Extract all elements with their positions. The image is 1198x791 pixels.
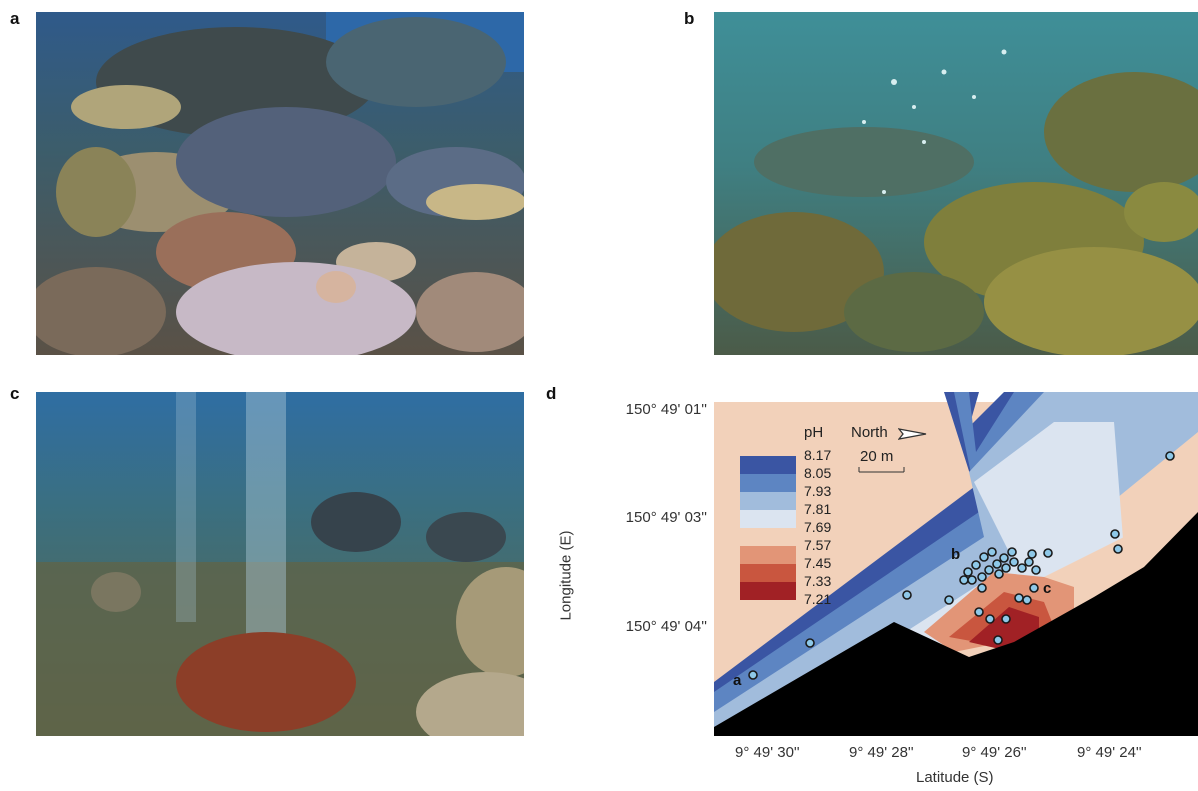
- ph-band-7.81: [744, 422, 1124, 736]
- panel-letter-d: d: [546, 384, 557, 403]
- sampling-point: [805, 638, 815, 648]
- sampling-point: [987, 547, 997, 557]
- sampling-point: [1110, 529, 1120, 539]
- bubbling-reef-photo: [714, 12, 1198, 355]
- legend-swatch: [740, 492, 796, 510]
- sampling-point: [994, 569, 1004, 579]
- sampling-point: [1001, 614, 1011, 624]
- legend-swatches: [740, 456, 796, 600]
- sampling-point: [963, 567, 973, 577]
- north-label: North: [851, 424, 888, 441]
- sampling-point: [971, 560, 981, 570]
- y-tick-label: 150° 49' 04'': [625, 618, 707, 635]
- panel-letter-b: b: [684, 9, 695, 28]
- y-axis-title: Longitude (E): [557, 530, 575, 621]
- legend-label: 7.21: [804, 591, 832, 607]
- sampling-point: [748, 670, 758, 680]
- sampling-point: [1027, 549, 1037, 559]
- sampling-point: [977, 572, 987, 582]
- sampling-point: [1043, 548, 1053, 558]
- sampling-point: [993, 635, 1003, 645]
- legend-swatch: [740, 510, 796, 528]
- sampling-point: [1009, 557, 1019, 567]
- x-tick-label: 9° 49' 30'': [735, 744, 800, 761]
- sampling-point: [999, 553, 1009, 563]
- sampling-point: [984, 565, 994, 575]
- legend-swatch: [740, 528, 796, 546]
- legend-label: 7.57: [804, 537, 832, 553]
- legend-label: 7.81: [804, 501, 832, 517]
- y-tick-label: 150° 49' 03'': [625, 509, 707, 526]
- legend-label: 7.45: [804, 555, 832, 571]
- sampling-point: [977, 583, 987, 593]
- legend-swatch: [740, 456, 796, 474]
- site-label-b: b: [951, 546, 961, 563]
- site-label-a: a: [733, 672, 742, 689]
- coral-reef-photo: [36, 12, 524, 355]
- sampling-point: [974, 607, 984, 617]
- y-tick-label: 150° 49' 01'': [625, 401, 707, 418]
- legend-label: 7.93: [804, 483, 832, 499]
- x-axis-title: Latitude (S): [916, 769, 994, 786]
- sampling-point: [1007, 547, 1017, 557]
- x-tick-label: 9° 49' 28'': [849, 744, 914, 761]
- sampling-point: [1017, 563, 1027, 573]
- legend-swatch: [740, 474, 796, 492]
- sampling-points: [748, 451, 1175, 680]
- legend-label: 8.05: [804, 465, 832, 481]
- legend-label: 7.69: [804, 519, 832, 535]
- panel-letter-c: c: [10, 384, 20, 403]
- ph-legend: pH 8.17 8.05 7.93 7.81 7.69 7.57 7.45 7.…: [740, 424, 850, 614]
- sampling-point: [1024, 557, 1034, 567]
- legend-swatch: [740, 564, 796, 582]
- land-region: [714, 512, 1198, 736]
- x-tick-label: 9° 49' 24'': [1077, 744, 1142, 761]
- sampling-point: [1165, 451, 1175, 461]
- legend-swatch: [740, 582, 796, 600]
- sampling-point: [979, 552, 989, 562]
- sampling-point: [1001, 563, 1011, 573]
- scale-label: 20 m: [860, 448, 894, 465]
- sampling-point: [944, 595, 954, 605]
- sampling-point: [967, 575, 977, 585]
- sampling-point: [1014, 593, 1024, 603]
- panel-letter-a: a: [10, 9, 20, 28]
- sampling-point: [1029, 583, 1039, 593]
- north-arrow-icon: [898, 428, 927, 440]
- x-tick-label: 9° 49' 26'': [962, 744, 1027, 761]
- sampling-point: [1022, 595, 1032, 605]
- scale-bar-line: [858, 467, 905, 473]
- north-indicator: North: [851, 424, 941, 444]
- sampling-point: [959, 575, 969, 585]
- sampling-point: [985, 614, 995, 624]
- sampling-point: [1113, 544, 1123, 554]
- legend-label: 7.33: [804, 573, 832, 589]
- legend-title: pH: [804, 424, 824, 441]
- sampling-point: [902, 590, 912, 600]
- legend-swatch: [740, 546, 796, 564]
- scale-bar: 20 m: [856, 448, 916, 474]
- sampling-point: [992, 559, 1002, 569]
- sampling-point: [1031, 565, 1041, 575]
- legend-label: 8.17: [804, 447, 832, 463]
- co2-seep-photo: [36, 392, 524, 736]
- site-label-c: c: [1043, 580, 1052, 597]
